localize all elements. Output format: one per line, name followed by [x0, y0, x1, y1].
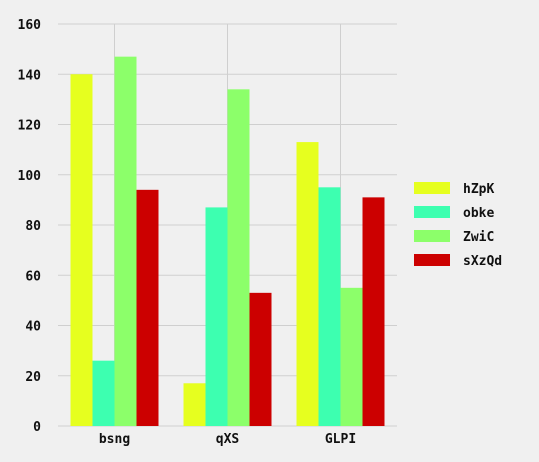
bar-obke-bsng: [92, 360, 115, 426]
bar-sXzQd-qXS: [249, 292, 272, 426]
legend-label: ZwiC: [463, 230, 494, 245]
y-tick-label: 120: [18, 119, 42, 134]
y-tick-label: 60: [25, 269, 41, 284]
bar-ZwiC-GLPI: [340, 287, 363, 426]
y-tick-label: 100: [18, 169, 42, 184]
legend-swatch-obke: [414, 206, 450, 218]
bar-ZwiC-bsng: [114, 56, 137, 426]
bar-sXzQd-bsng: [136, 189, 159, 426]
bar-hZpK-bsng: [70, 74, 93, 426]
y-tick-label: 80: [25, 219, 41, 234]
y-tick-label: 20: [25, 370, 41, 385]
bar-hZpK-GLPI: [296, 142, 319, 426]
x-tick-label: bsng: [99, 432, 130, 447]
y-tick-label: 0: [33, 420, 41, 435]
y-tick-labels: 0 20 40 60 80 100 120 140 160: [18, 18, 42, 435]
legend-swatch-sXzQd: [414, 254, 450, 266]
legend-label: obke: [463, 206, 494, 221]
bar-ZwiC-qXS: [227, 89, 250, 426]
legend: hZpK obke ZwiC sXzQd: [414, 182, 502, 269]
legend-swatch-ZwiC: [414, 230, 450, 242]
bar-hZpK-qXS: [183, 383, 206, 426]
y-tick-label: 40: [25, 320, 41, 335]
bar-obke-GLPI: [318, 187, 341, 426]
y-tick-label: 160: [18, 18, 42, 33]
bar-sXzQd-GLPI: [362, 197, 385, 426]
legend-label: sXzQd: [463, 254, 502, 269]
legend-label: hZpK: [463, 182, 494, 197]
x-tick-label: GLPI: [325, 432, 356, 447]
y-tick-label: 140: [18, 68, 42, 83]
legend-swatch-hZpK: [414, 182, 450, 194]
x-tick-labels: bsng qXS GLPI: [99, 432, 356, 447]
bars: [70, 56, 385, 426]
bar-obke-qXS: [205, 207, 228, 426]
x-tick-label: qXS: [216, 432, 240, 447]
